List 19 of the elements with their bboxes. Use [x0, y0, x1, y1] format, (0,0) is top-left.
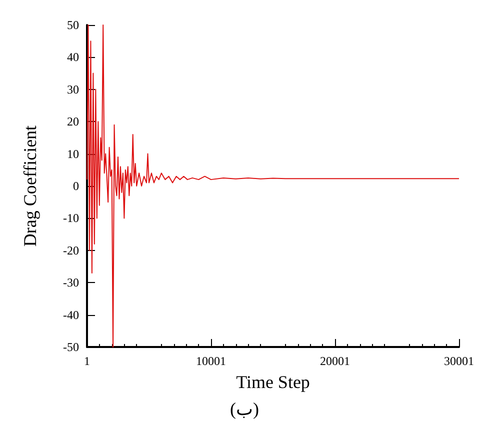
y-tick-label: 10	[67, 146, 79, 161]
y-tick-label: 20	[67, 114, 79, 129]
x-tick-label: 30001	[444, 354, 474, 368]
x-tick-label: 10001	[196, 354, 226, 368]
line-series	[86, 24, 460, 348]
y-tick-label: -30	[63, 276, 79, 290]
text: (ب)	[230, 399, 260, 419]
x-tick-label: 20001	[320, 354, 350, 368]
x-axis-title: Time Step	[236, 372, 310, 392]
y-tick-label: -10	[63, 211, 79, 226]
x-tick-label: 1	[84, 354, 90, 368]
y-tick-label: 0	[73, 179, 79, 193]
y-tick-label: 40	[67, 50, 79, 64]
y-tick-label: 50	[67, 18, 79, 32]
y-tick-label: -50	[63, 340, 79, 354]
y-tick-label: -40	[63, 308, 79, 322]
y-tick-label: -20	[63, 243, 79, 258]
y-tick-label: 30	[67, 82, 79, 96]
y-axis-title: Drag Coefficient	[20, 125, 40, 247]
